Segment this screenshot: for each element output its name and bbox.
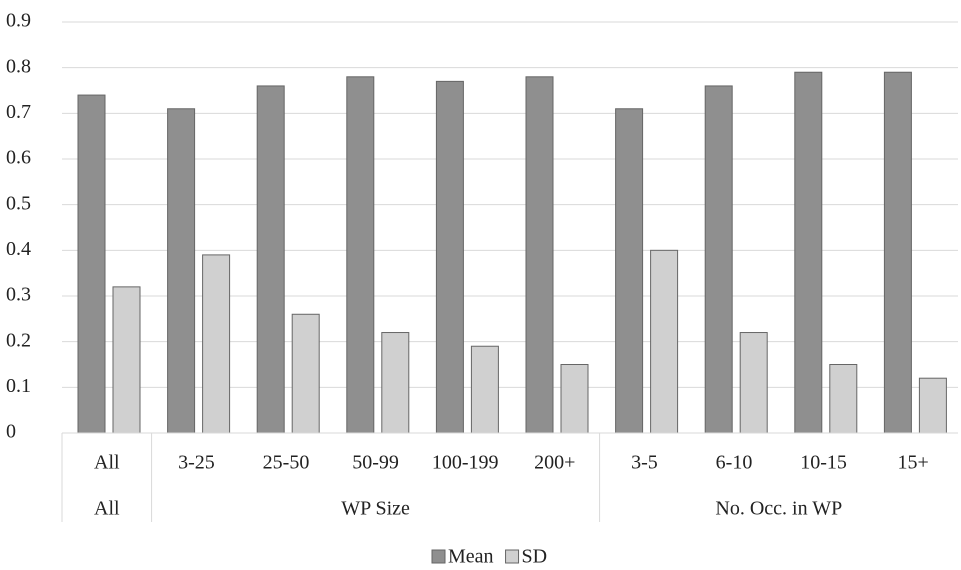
- y-tick-label: 0.2: [6, 329, 31, 351]
- bar: [202, 254, 231, 434]
- bar: [346, 76, 375, 434]
- x-tick-label: 3-25: [178, 452, 215, 474]
- bar: [291, 313, 320, 434]
- x-tick-label: 10-15: [800, 452, 847, 474]
- y-tick-label: 0.9: [6, 10, 31, 32]
- y-tick-label: 0.5: [6, 192, 31, 214]
- bar: [918, 377, 947, 434]
- y-tick-label: 0.3: [6, 284, 31, 306]
- x-tick-label: All: [94, 452, 120, 474]
- y-tick-label: 0.8: [6, 55, 31, 77]
- bar: [381, 332, 410, 434]
- bar: [883, 71, 912, 434]
- bar: [77, 94, 106, 434]
- x-tick-label: 200+: [534, 452, 575, 474]
- x-tick-label: 3-5: [631, 452, 658, 474]
- legend-swatch: [431, 549, 446, 564]
- bar: [435, 80, 464, 434]
- legend-label: SD: [522, 546, 548, 568]
- x-tick-label: 25-50: [263, 452, 310, 474]
- group-label: All: [94, 498, 120, 520]
- legend-label: Mean: [448, 546, 494, 568]
- bar: [739, 332, 768, 434]
- x-tick-label: 50-99: [352, 452, 399, 474]
- bar: [112, 286, 141, 434]
- y-tick-label: 0.7: [6, 101, 31, 123]
- bar: [256, 85, 285, 434]
- bar: [704, 85, 733, 434]
- x-tick-label: 100-199: [432, 452, 499, 474]
- y-tick-label: 0.6: [6, 147, 31, 169]
- y-tick-label: 0.1: [6, 375, 31, 397]
- bar: [615, 108, 644, 434]
- bar: [167, 108, 196, 434]
- bar: [560, 364, 589, 434]
- bar: [829, 364, 858, 434]
- group-label: WP Size: [341, 498, 410, 520]
- bar: [525, 76, 554, 434]
- bar: [794, 71, 823, 434]
- group-label: No. Occ. in WP: [715, 498, 842, 520]
- bar: [650, 249, 679, 434]
- x-tick-label: 15+: [898, 452, 929, 474]
- y-tick-label: 0: [6, 421, 16, 443]
- legend-swatch: [505, 549, 520, 564]
- y-tick-label: 0.4: [6, 238, 31, 260]
- bar: [470, 345, 499, 434]
- x-tick-label: 6-10: [716, 452, 753, 474]
